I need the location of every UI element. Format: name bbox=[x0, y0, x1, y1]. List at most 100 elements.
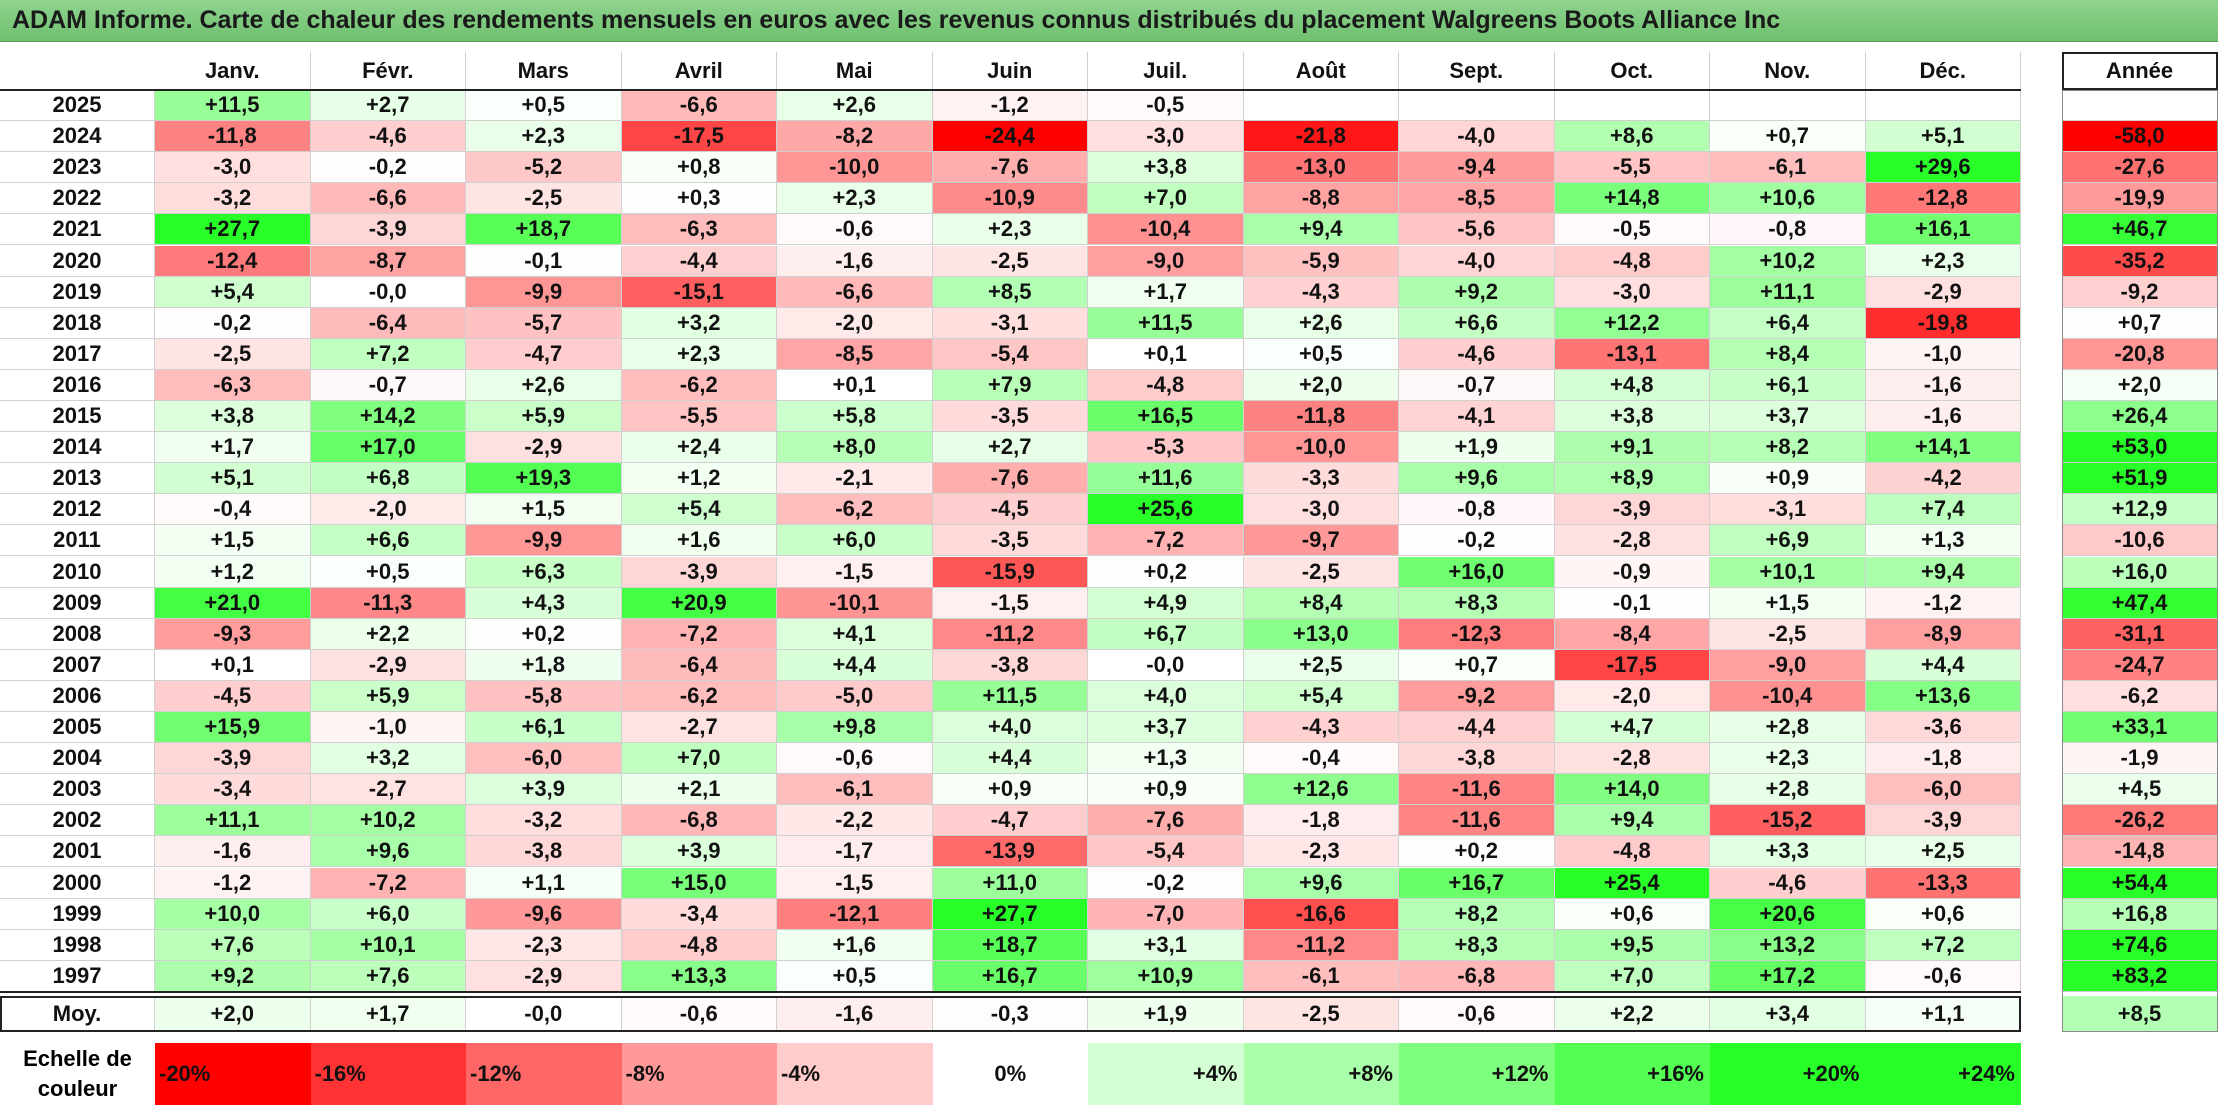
heatmap-cell: +8,2 bbox=[1399, 898, 1555, 930]
heatmap-cell: +0,9 bbox=[1088, 774, 1244, 806]
heatmap-cell: -1,2 bbox=[932, 90, 1088, 122]
heatmap-cell: +0,7 bbox=[1399, 649, 1555, 681]
heatmap-cell: -1,5 bbox=[932, 587, 1088, 619]
heatmap-cell: +1,9 bbox=[1399, 432, 1555, 464]
year-label: 2000 bbox=[0, 867, 155, 899]
heatmap-cell: +3,9 bbox=[621, 836, 777, 868]
heatmap-cell: +9,6 bbox=[310, 836, 466, 868]
month-header: Oct. bbox=[1554, 52, 1710, 90]
heatmap-cell: +2,6 bbox=[1243, 307, 1399, 339]
annual-cell: -1,9 bbox=[2062, 743, 2218, 775]
heatmap-cell: -3,8 bbox=[466, 836, 622, 868]
heatmap-cell: +0,6 bbox=[1865, 898, 2021, 930]
heatmap-cell: -7,2 bbox=[1088, 525, 1244, 557]
heatmap-cell: -0,7 bbox=[310, 369, 466, 401]
month-header: Avril bbox=[621, 52, 777, 90]
heatmap-cell: -11,2 bbox=[1243, 929, 1399, 961]
heatmap-cell: -0,4 bbox=[155, 494, 311, 526]
heatmap-cell: +11,1 bbox=[155, 805, 311, 837]
heatmap-cell: -1,2 bbox=[1865, 587, 2021, 619]
average-cell: +1,1 bbox=[1865, 996, 2021, 1032]
heatmap-cell: -0,6 bbox=[1865, 960, 2021, 992]
heatmap-cell: +10,0 bbox=[155, 898, 311, 930]
heatmap-cell: -3,4 bbox=[155, 774, 311, 806]
heatmap-cell: -3,5 bbox=[932, 525, 1088, 557]
heatmap-cell: -6,4 bbox=[621, 649, 777, 681]
heatmap-cell: -10,4 bbox=[1088, 214, 1244, 246]
year-label: 2018 bbox=[0, 307, 155, 339]
heatmap-cell: +0,1 bbox=[1088, 338, 1244, 370]
heatmap-cell: -1,7 bbox=[777, 836, 933, 868]
heatmap-cell: +10,2 bbox=[1710, 245, 1866, 277]
year-label: 2002 bbox=[0, 805, 155, 837]
heatmap-cell: -2,9 bbox=[466, 432, 622, 464]
heatmap-cell bbox=[1865, 90, 2021, 122]
heatmap-cell: -4,1 bbox=[1399, 401, 1555, 433]
heatmap-cell: -24,4 bbox=[932, 121, 1088, 153]
heatmap-cell: -2,0 bbox=[1554, 680, 1710, 712]
color-scale-label: Echelle de couleur bbox=[23, 1046, 132, 1101]
chart-title: ADAM Informe. Carte de chaleur des rende… bbox=[12, 6, 1781, 34]
heatmap-cell: +16,7 bbox=[932, 960, 1088, 992]
annual-cell: -26,2 bbox=[2062, 805, 2218, 837]
heatmap-cell: -17,5 bbox=[621, 121, 777, 153]
heatmap-cell: -2,8 bbox=[1554, 525, 1710, 557]
heatmap-cell: +2,0 bbox=[1243, 369, 1399, 401]
heatmap-cell: +3,8 bbox=[1088, 152, 1244, 184]
heatmap-cell: -3,4 bbox=[621, 898, 777, 930]
year-label: 2019 bbox=[0, 276, 155, 308]
heatmap-cell: -0,6 bbox=[777, 743, 933, 775]
heatmap-cell: +9,4 bbox=[1865, 556, 2021, 588]
heatmap-cell: -2,2 bbox=[777, 805, 933, 837]
heatmap-cell: -2,7 bbox=[621, 712, 777, 744]
annual-cell: -31,1 bbox=[2062, 618, 2218, 650]
annual-cell: +83,2 bbox=[2062, 960, 2218, 992]
heatmap-cell: -1,6 bbox=[1865, 369, 2021, 401]
year-label: 2025 bbox=[0, 90, 155, 122]
heatmap-cell: +7,0 bbox=[621, 743, 777, 775]
heatmap-cell: -2,5 bbox=[1710, 618, 1866, 650]
grid-top-rule bbox=[0, 89, 2021, 91]
heatmap-cell: -4,8 bbox=[1554, 245, 1710, 277]
heatmap-cell: +12,2 bbox=[1554, 307, 1710, 339]
color-scale-step: +4% bbox=[1088, 1043, 1244, 1105]
annual-cell: -10,6 bbox=[2062, 525, 2218, 557]
heatmap-cell: -12,1 bbox=[777, 898, 933, 930]
heatmap-cell: -13,3 bbox=[1865, 867, 2021, 899]
heatmap-cell: +13,0 bbox=[1243, 618, 1399, 650]
annual-cell: -27,6 bbox=[2062, 152, 2218, 184]
heatmap-cell: -6,1 bbox=[777, 774, 933, 806]
heatmap-cell: -2,5 bbox=[932, 245, 1088, 277]
annual-cell: +12,9 bbox=[2062, 494, 2218, 526]
title-bar: ADAM Informe. Carte de chaleur des rende… bbox=[0, 0, 2218, 42]
heatmap-cell: -3,0 bbox=[1554, 276, 1710, 308]
year-label: 1997 bbox=[0, 960, 155, 992]
heatmap-cell: +10,2 bbox=[310, 805, 466, 837]
heatmap-cell: +0,9 bbox=[1710, 463, 1866, 495]
heatmap-cell: +2,3 bbox=[466, 121, 622, 153]
heatmap-cell: -2,9 bbox=[310, 649, 466, 681]
heatmap-cell: -16,6 bbox=[1243, 898, 1399, 930]
heatmap-cell: +1,5 bbox=[466, 494, 622, 526]
heatmap-cell: +11,6 bbox=[1088, 463, 1244, 495]
year-label: 2001 bbox=[0, 836, 155, 868]
color-scale-step: -20% bbox=[155, 1043, 311, 1105]
color-scale-step: 0% bbox=[932, 1043, 1088, 1105]
heatmap-cell: +5,4 bbox=[621, 494, 777, 526]
heatmap-cell: +8,2 bbox=[1710, 432, 1866, 464]
heatmap-cell: +4,0 bbox=[1088, 680, 1244, 712]
heatmap-cell: -0,5 bbox=[1088, 90, 1244, 122]
heatmap-cell: +13,6 bbox=[1865, 680, 2021, 712]
heatmap-cell: -4,8 bbox=[621, 929, 777, 961]
heatmap-cell: -15,1 bbox=[621, 276, 777, 308]
heatmap-cell: -1,6 bbox=[1865, 401, 2021, 433]
heatmap-cell: +1,6 bbox=[777, 929, 933, 961]
heatmap-cell: +4,1 bbox=[777, 618, 933, 650]
month-header: Mai bbox=[777, 52, 933, 90]
heatmap-cell: -11,2 bbox=[932, 618, 1088, 650]
heatmap-cell: +9,6 bbox=[1399, 463, 1555, 495]
annual-column-frame bbox=[2062, 90, 2218, 1032]
heatmap-cell: -3,1 bbox=[1710, 494, 1866, 526]
heatmap-cell: +6,8 bbox=[310, 463, 466, 495]
heatmap-cell: +6,9 bbox=[1710, 525, 1866, 557]
